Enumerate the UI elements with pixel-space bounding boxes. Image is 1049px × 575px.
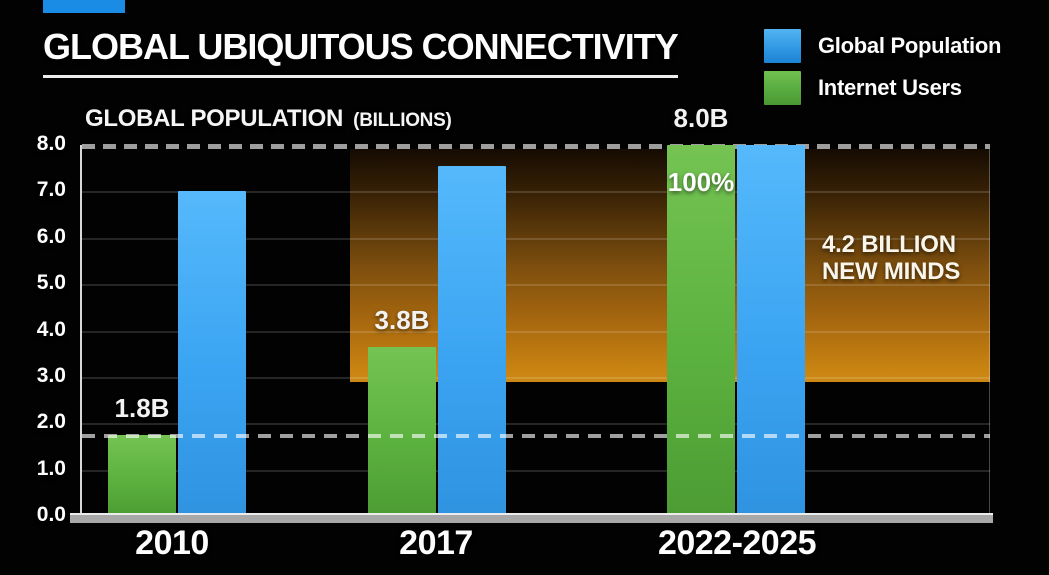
population-bar-2022-2025 xyxy=(737,145,805,516)
corner-accent-bar xyxy=(43,0,125,13)
internet-users-value-label-2010: 1.8B xyxy=(114,393,170,423)
gridline-5b xyxy=(82,284,990,286)
legend-item-population: Global Population xyxy=(764,29,1001,63)
legend: Global Population Internet Users xyxy=(764,29,1001,105)
y-axis-tick-label: 7.0 xyxy=(36,178,66,201)
reference-line-1-8b xyxy=(82,434,990,438)
legend-label-population: Global Population xyxy=(818,33,1002,58)
new-minds-annotation-line1: 4.2 BILLION xyxy=(822,231,956,258)
y-axis-title-unit: (BILLIONS) xyxy=(353,110,452,131)
internet-users-value-label-2022-2025: 8.0B xyxy=(673,103,729,133)
internet-users-bar-2010 xyxy=(108,435,176,516)
new-minds-annotation-line2: NEW MINDS xyxy=(822,258,961,285)
population-bar-2010 xyxy=(178,191,246,516)
legend-item-internet-users: Internet Users xyxy=(764,71,1001,105)
y-axis-tick-label: 6.0 xyxy=(36,225,66,248)
x-axis-label-2017: 2017 xyxy=(399,524,473,562)
coverage-percent-annotation: 100% xyxy=(667,167,735,197)
internet-users-legend-swatch-icon xyxy=(764,71,801,105)
legend-label-internet-users: Internet Users xyxy=(818,75,962,100)
y-axis-tick-label: 2.0 xyxy=(36,410,66,433)
y-axis-title: GLOBAL POPULATION (BILLIONS) xyxy=(85,105,452,133)
x-axis-label-2022-2025: 2022-2025 xyxy=(657,524,817,562)
gridline-7b xyxy=(82,191,990,193)
population-bar-2017 xyxy=(438,166,506,516)
y-axis-tick-label: 1.0 xyxy=(36,457,66,480)
y-axis-tick-label: 5.0 xyxy=(36,271,66,294)
internet-users-bar-2022-2025 xyxy=(667,145,735,516)
gridline-1b xyxy=(82,470,990,472)
internet-users-bar-2017 xyxy=(368,347,436,516)
y-axis-tick-label: 3.0 xyxy=(36,364,66,387)
y-axis-tick-label: 4.0 xyxy=(36,318,66,341)
x-axis-baseline xyxy=(70,513,993,523)
gridline-2b xyxy=(82,423,990,425)
y-axis-tick-label: 8.0 xyxy=(36,132,66,155)
y-axis-line xyxy=(80,145,82,516)
gridline-6b xyxy=(82,238,990,240)
reference-line-8b xyxy=(82,144,990,149)
page-title: GLOBAL UBIQUITOUS CONNECTIVITY xyxy=(43,26,679,78)
gridline-4b xyxy=(82,331,990,333)
internet-users-value-label-2017: 3.8B xyxy=(374,305,430,335)
new-minds-annotation: 4.2 BILLION NEW MINDS xyxy=(822,231,960,285)
plot-right-border xyxy=(989,145,990,516)
y-axis-tick-label: 0.0 xyxy=(36,503,66,526)
gridline-3b xyxy=(82,377,990,379)
population-legend-swatch-icon xyxy=(764,29,801,63)
y-axis-title-text: GLOBAL POPULATION xyxy=(85,105,344,132)
x-axis-label-2010: 2010 xyxy=(135,524,209,562)
